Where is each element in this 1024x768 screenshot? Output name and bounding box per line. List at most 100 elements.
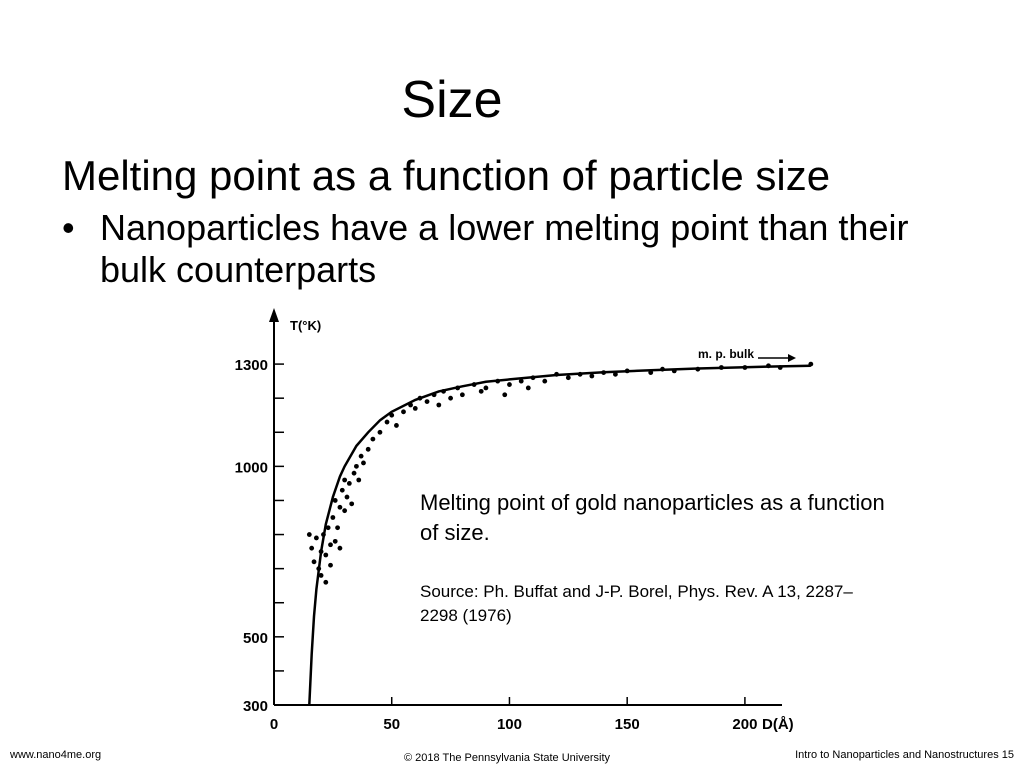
- figure-source: Source: Ph. Buffat and J-P. Borel, Phys.…: [420, 582, 853, 625]
- data-point: [648, 370, 654, 376]
- data-point: [311, 559, 317, 565]
- data-point: [471, 382, 477, 387]
- bullet-item: • Nanoparticles have a lower melting poi…: [62, 207, 942, 291]
- data-point: [337, 504, 343, 510]
- data-point: [589, 373, 595, 379]
- y-axis-arrow-icon: [269, 308, 279, 322]
- data-point: [339, 487, 345, 493]
- bulk-arrow-icon: [788, 354, 796, 362]
- data-point: [408, 402, 413, 408]
- data-point: [316, 566, 322, 572]
- melting-point-chart: 300 500 1000 1300 0 50 100 150 200 T(°K) D(Å) m. p.…: [212, 300, 824, 740]
- footer-course-page: Intro to Nanoparticles and Nanostructure…: [795, 749, 1014, 761]
- data-point: [525, 385, 531, 391]
- data-point: [394, 423, 399, 428]
- data-point: [337, 545, 343, 551]
- data-point: [601, 370, 607, 376]
- data-point: [306, 532, 312, 537]
- data-point: [436, 402, 442, 408]
- data-point: [459, 392, 465, 398]
- data-point: [742, 365, 748, 370]
- data-point: [507, 382, 512, 387]
- y-tick-label: 1300: [235, 357, 268, 374]
- bullet-dot-icon: •: [62, 207, 75, 248]
- data-point: [777, 365, 783, 370]
- data-point: [318, 573, 324, 578]
- x-tick-label: 200: [732, 716, 757, 733]
- data-point: [351, 470, 357, 476]
- x-tick-label: 100: [497, 716, 522, 733]
- y-tick-label: 500: [243, 630, 268, 647]
- data-point: [441, 388, 446, 394]
- data-point: [718, 365, 724, 370]
- y-axis-label: T(°K): [290, 318, 321, 333]
- data-point: [417, 395, 423, 401]
- data-point: [660, 366, 665, 372]
- data-point: [330, 515, 336, 520]
- data-point: [565, 375, 571, 381]
- data-point: [332, 538, 338, 544]
- data-point: [502, 392, 508, 398]
- data-point: [356, 477, 362, 483]
- data-point: [766, 363, 771, 369]
- data-point: [354, 463, 359, 469]
- chart-svg: 300 500 1000 1300 0 50 100 150 200 T(°K) D(Å) m. p.…: [235, 308, 814, 733]
- data-point: [695, 366, 701, 372]
- data-point: [478, 388, 484, 394]
- data-point: [554, 371, 559, 377]
- data-point: [346, 481, 352, 486]
- y-tick-label: 1000: [235, 459, 268, 476]
- data-point: [361, 460, 366, 466]
- bulk-annotation: m. p. bulk: [698, 347, 754, 361]
- data-point: [483, 385, 489, 391]
- footer-copyright: © 2018 The Pennsylvania State University: [404, 752, 611, 764]
- data-point: [530, 375, 536, 381]
- x-tick-label: 150: [615, 716, 640, 733]
- data-point: [455, 385, 461, 391]
- data-point: [332, 498, 338, 503]
- data-point: [424, 399, 430, 404]
- bullet-list: • Nanoparticles have a lower melting poi…: [62, 207, 942, 291]
- figure-caption: Melting point of gold nanoparticles as a…: [420, 490, 885, 545]
- data-point: [365, 446, 371, 452]
- slide-title: Size: [401, 71, 503, 129]
- data-point: [335, 525, 340, 531]
- data-point: [401, 409, 406, 415]
- data-point: [321, 532, 326, 537]
- data-point: [613, 371, 618, 377]
- y-tick-label: 300: [243, 698, 268, 715]
- x-axis-label: D(Å): [762, 716, 794, 733]
- data-point: [431, 392, 437, 398]
- data-point: [448, 395, 453, 401]
- slide-subtitle: Melting point as a function of particle …: [62, 152, 831, 199]
- data-point: [313, 535, 319, 541]
- data-point: [384, 419, 390, 425]
- data-point: [342, 508, 348, 514]
- data-point: [377, 429, 383, 435]
- data-point: [542, 378, 548, 384]
- data-point: [325, 525, 331, 531]
- data-point: [309, 545, 315, 551]
- data-point: [323, 579, 329, 585]
- data-point: [370, 436, 376, 442]
- data-point: [318, 549, 324, 554]
- data-point: [577, 371, 583, 377]
- data-point: [389, 412, 395, 418]
- footer-website: www.nano4me.org: [10, 749, 102, 761]
- data-point: [342, 477, 348, 483]
- x-tick-label: 50: [383, 716, 400, 733]
- data-point: [624, 368, 630, 374]
- data-point: [671, 368, 677, 374]
- data-point: [358, 453, 364, 459]
- data-point: [495, 378, 501, 384]
- x-tick-label: 0: [270, 716, 278, 733]
- data-point: [518, 378, 524, 384]
- data-point: [412, 406, 418, 411]
- data-point: [328, 562, 333, 568]
- data-point: [349, 501, 355, 507]
- data-point: [323, 552, 329, 558]
- bullet-text: Nanoparticles have a lower melting point…: [100, 207, 909, 290]
- data-point: [344, 494, 350, 500]
- data-point: [808, 361, 814, 367]
